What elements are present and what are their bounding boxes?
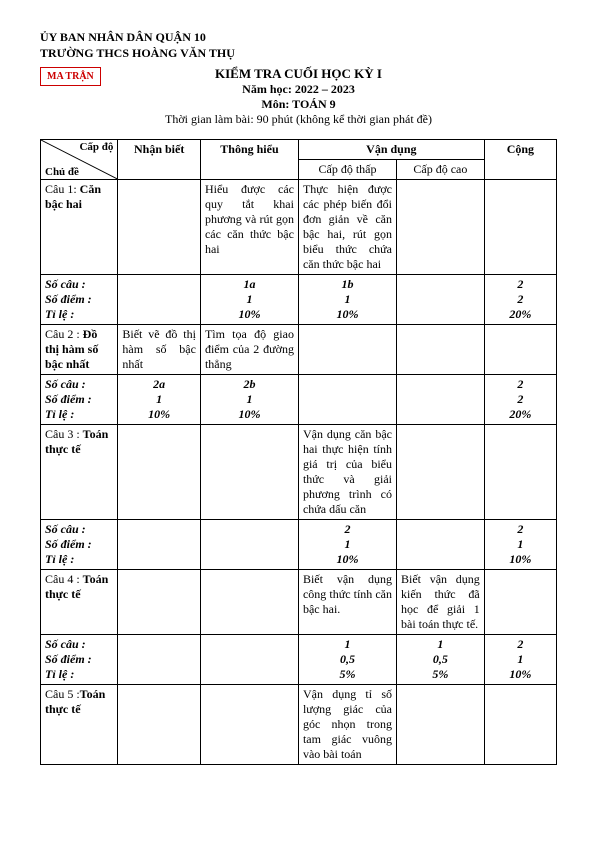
topic-cell: Câu 3 : Toán thực tế — [41, 425, 118, 520]
summary-cell: 2110% — [298, 520, 396, 570]
summary-row: Số câu :Số điểm :Tỉ lệ : 1a110%1b110% 22… — [41, 275, 557, 325]
header-vd-thap: Cấp độ thấp — [298, 160, 396, 180]
cong-cell — [484, 180, 556, 275]
header-vd-cao: Cấp độ cao — [397, 160, 485, 180]
header-chude: Chủ đề — [45, 166, 79, 178]
summary-labels: Số câu :Số điểm :Tỉ lệ : — [41, 635, 118, 685]
org-line-2: TRƯỜNG THCS HOÀNG VĂN THỤ — [40, 46, 557, 62]
table-row: Câu 1: Căn bậc hai Hiểu được các quy tắt … — [41, 180, 557, 275]
summary-cell: 2b110% — [200, 375, 298, 425]
content-cell: Biết vẽ đồ thị hàm số bậc nhất — [118, 325, 201, 375]
header-cong: Cộng — [484, 140, 556, 180]
summary-cell — [118, 635, 201, 685]
table-row: Câu 2 : Đồ thị hàm số bậc nhấtBiết vẽ đồ… — [41, 325, 557, 375]
title-year: Năm học: 2022 – 2023 — [40, 82, 557, 97]
content-cell — [397, 685, 485, 765]
summary-cell — [200, 520, 298, 570]
summary-cell — [200, 635, 298, 685]
topic-cell: Câu 4 : Toán thực tế — [41, 570, 118, 635]
matrix-table: Cấp độ Chủ đề Nhận biết Thông hiểu Vận d… — [40, 139, 557, 765]
matrix-badge: MA TRẬN — [40, 67, 101, 86]
summary-cell: 10,55% — [298, 635, 396, 685]
content-cell — [118, 180, 201, 275]
header-diag: Cấp độ Chủ đề — [41, 140, 118, 180]
summary-labels: Số câu :Số điểm :Tỉ lệ : — [41, 520, 118, 570]
content-cell: Biết vận dụng công thức tính căn bậc hai… — [298, 570, 396, 635]
cong-cell — [484, 425, 556, 520]
summary-labels: Số câu :Số điểm :Tỉ lệ : — [41, 275, 118, 325]
summary-cell — [118, 275, 201, 325]
title-block: KIỂM TRA CUỐI HỌC KỲ I Năm học: 2022 – 2… — [40, 66, 557, 127]
table-row: Câu 5 :Toán thực tế Vận dụng tỉ số lượng … — [41, 685, 557, 765]
summary-row: Số câu :Số điểm :Tỉ lệ : 10,55%10,55%211… — [41, 635, 557, 685]
content-cell — [397, 425, 485, 520]
content-cell — [200, 570, 298, 635]
topic-cell: Câu 2 : Đồ thị hàm số bậc nhất — [41, 325, 118, 375]
content-cell — [298, 325, 396, 375]
content-cell — [118, 570, 201, 635]
content-cell — [200, 425, 298, 520]
title-subject: Môn: TOÁN 9 — [40, 97, 557, 112]
title-main: KIỂM TRA CUỐI HỌC KỲ I — [40, 66, 557, 82]
summary-cell: 1a110% — [200, 275, 298, 325]
content-cell: Tìm tọa độ giao điểm của 2 đường thẳng — [200, 325, 298, 375]
summary-row: Số câu :Số điểm :Tỉ lệ :2a110%2b110% 222… — [41, 375, 557, 425]
summary-cell: 2220% — [484, 275, 556, 325]
content-cell — [397, 325, 485, 375]
content-cell: Hiểu được các quy tắt khai phương và rút… — [200, 180, 298, 275]
summary-cell: 1b110% — [298, 275, 396, 325]
content-cell — [397, 180, 485, 275]
summary-cell: 10,55% — [397, 635, 485, 685]
content-cell — [200, 685, 298, 765]
summary-cell — [397, 520, 485, 570]
content-cell: Thực hiện được các phép biến đổi đơn giả… — [298, 180, 396, 275]
topic-cell: Câu 5 :Toán thực tế — [41, 685, 118, 765]
cong-cell — [484, 570, 556, 635]
summary-row: Số câu :Số điểm :Tỉ lệ : 2110% 2110% — [41, 520, 557, 570]
header-capdo: Cấp độ — [79, 141, 113, 153]
summary-labels: Số câu :Số điểm :Tỉ lệ : — [41, 375, 118, 425]
table-row: Câu 4 : Toán thực tế Biết vận dụng công t… — [41, 570, 557, 635]
summary-cell — [397, 375, 485, 425]
content-cell: Vận dụng tỉ số lượng giác của góc nhọn t… — [298, 685, 396, 765]
content-cell — [118, 425, 201, 520]
cong-cell — [484, 685, 556, 765]
table-head: Cấp độ Chủ đề Nhận biết Thông hiểu Vận d… — [41, 140, 557, 180]
summary-cell: 2110% — [484, 520, 556, 570]
summary-cell: 2220% — [484, 375, 556, 425]
header-thonghieu: Thông hiểu — [200, 140, 298, 180]
org-line-1: ỦY BAN NHÂN DÂN QUẬN 10 — [40, 30, 557, 46]
cong-cell — [484, 325, 556, 375]
summary-cell — [118, 520, 201, 570]
summary-cell: 2110% — [484, 635, 556, 685]
content-cell — [118, 685, 201, 765]
title-time: Thời gian làm bài: 90 phút (không kể thờ… — [40, 112, 557, 127]
topic-cell: Câu 1: Căn bậc hai — [41, 180, 118, 275]
table-body: Câu 1: Căn bậc hai Hiểu được các quy tắt … — [41, 180, 557, 765]
content-cell: Vận dụng căn bậc hai thực hiện tính giá … — [298, 425, 396, 520]
header-vandung: Vận dụng — [298, 140, 484, 160]
summary-cell — [397, 275, 485, 325]
summary-cell: 2a110% — [118, 375, 201, 425]
summary-cell — [298, 375, 396, 425]
table-row: Câu 3 : Toán thực tế Vận dụng căn bậc hai… — [41, 425, 557, 520]
content-cell: Biết vận dụng kiến thức đã học để giải 1… — [397, 570, 485, 635]
header-nhanbiet: Nhận biết — [118, 140, 201, 180]
